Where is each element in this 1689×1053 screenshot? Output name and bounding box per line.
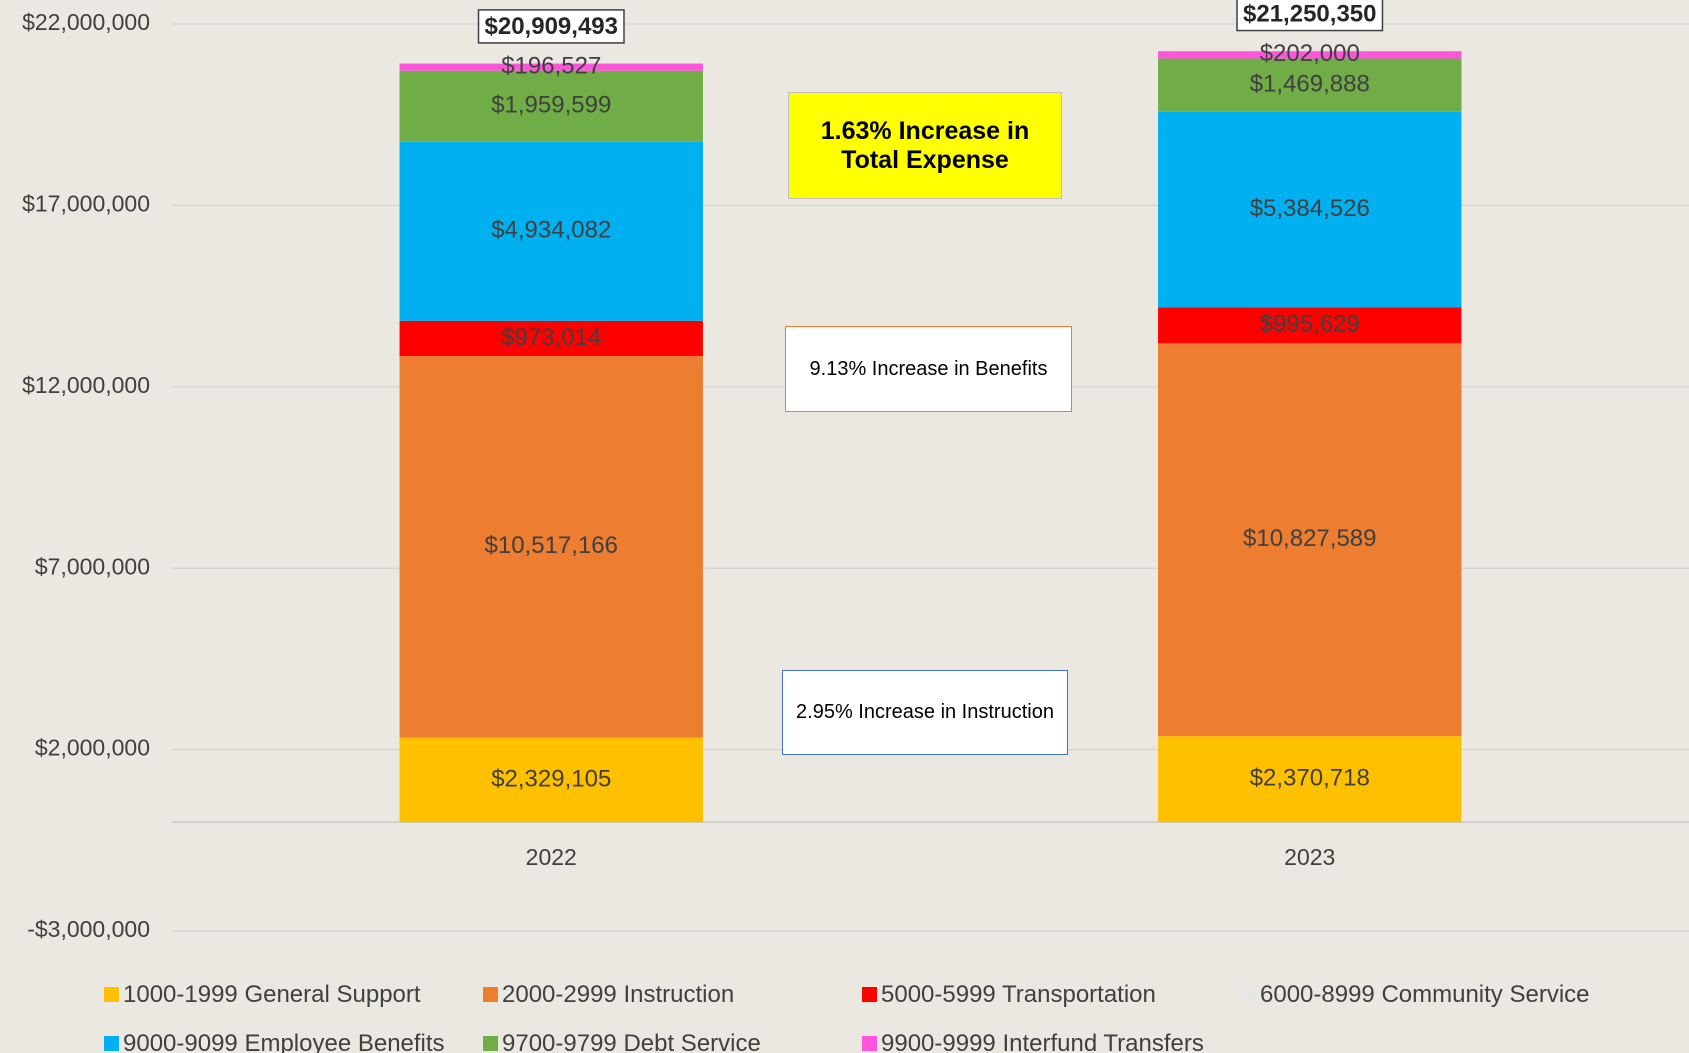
legend-label: 5000-5999 Transportation: [881, 980, 1156, 1008]
legend-swatch: [483, 987, 498, 1002]
data-label: $10,827,589: [1243, 525, 1376, 552]
total-box: [477, 9, 625, 44]
x-tick-label: 2023: [1284, 844, 1335, 870]
legend-swatch: [862, 987, 877, 1002]
data-label: $2,329,105: [491, 765, 611, 792]
annotation: 9.13% Increase in Benefits: [785, 326, 1072, 412]
legend-swatch: [483, 1036, 498, 1051]
bar-segment: [399, 320, 703, 357]
data-label: $2,370,718: [1250, 764, 1370, 791]
legend-item: 1000-1999 General Support: [104, 970, 483, 1019]
total-label: $21,250,350: [1243, 1, 1376, 28]
data-label: $995,629: [1260, 311, 1360, 338]
y-tick-label: $2,000,000: [35, 735, 150, 761]
legend-item: 6000-8999 Community Service: [1241, 970, 1620, 1019]
bar-segment: [399, 737, 703, 823]
bar-segment: [1158, 343, 1462, 737]
bar-segment: [1158, 307, 1462, 344]
bar-segment: [399, 356, 703, 738]
bar-segment: [399, 70, 703, 142]
legend-swatch: [104, 987, 119, 1002]
x-tick-label: 2022: [526, 844, 577, 870]
bar-segment: [1158, 111, 1462, 308]
legend-label: 9900-9999 Interfund Transfers: [881, 1029, 1204, 1053]
annotation: 1.63% Increase in Total Expense: [788, 92, 1062, 199]
y-tick-label: $17,000,000: [22, 190, 150, 216]
data-label: $1,959,599: [491, 92, 611, 119]
legend-item: 9000-9099 Employee Benefits: [104, 1019, 483, 1053]
total-label: $20,909,493: [485, 13, 618, 40]
y-tick-label: $22,000,000: [22, 9, 150, 35]
data-label: $10,517,166: [485, 532, 618, 559]
legend-label: 6000-8999 Community Service: [1260, 980, 1590, 1008]
legend-item: 9700-9799 Debt Service: [483, 1019, 862, 1053]
data-label: $1,469,888: [1250, 71, 1370, 98]
total-box: [1236, 0, 1384, 32]
bar-segment: [399, 63, 703, 71]
data-label: $4,934,082: [491, 217, 611, 244]
legend-swatch: [1241, 987, 1256, 1002]
data-label: $202,000: [1260, 40, 1360, 67]
legend-item: 9900-9999 Interfund Transfers: [862, 1019, 1241, 1053]
bar-segment: [399, 141, 703, 321]
y-tick-label: -$3,000,000: [27, 916, 150, 942]
bar-segment: [1158, 51, 1462, 59]
data-label: $196,527: [501, 52, 601, 79]
annotation: 2.95% Increase in Instruction: [782, 670, 1068, 755]
legend-label: 9000-9099 Employee Benefits: [123, 1029, 445, 1053]
data-label: $5,384,526: [1250, 195, 1370, 222]
legend-item: 5000-5999 Transportation: [862, 970, 1241, 1019]
bar-segment: [1158, 736, 1462, 823]
bar-segment: [1158, 58, 1462, 112]
legend-label: 9700-9799 Debt Service: [502, 1029, 761, 1053]
y-tick-label: $12,000,000: [22, 372, 150, 398]
legend-label: 1000-1999 General Support: [123, 980, 421, 1008]
y-tick-label: $7,000,000: [35, 553, 150, 579]
legend-swatch: [862, 1036, 877, 1051]
data-label: $973,014: [501, 324, 601, 351]
legend-item: 2000-2999 Instruction: [483, 970, 862, 1019]
legend-swatch: [104, 1036, 119, 1051]
legend: 1000-1999 General Support 2000-2999 Instr…: [104, 970, 1664, 1053]
legend-label: 2000-2999 Instruction: [502, 980, 735, 1008]
